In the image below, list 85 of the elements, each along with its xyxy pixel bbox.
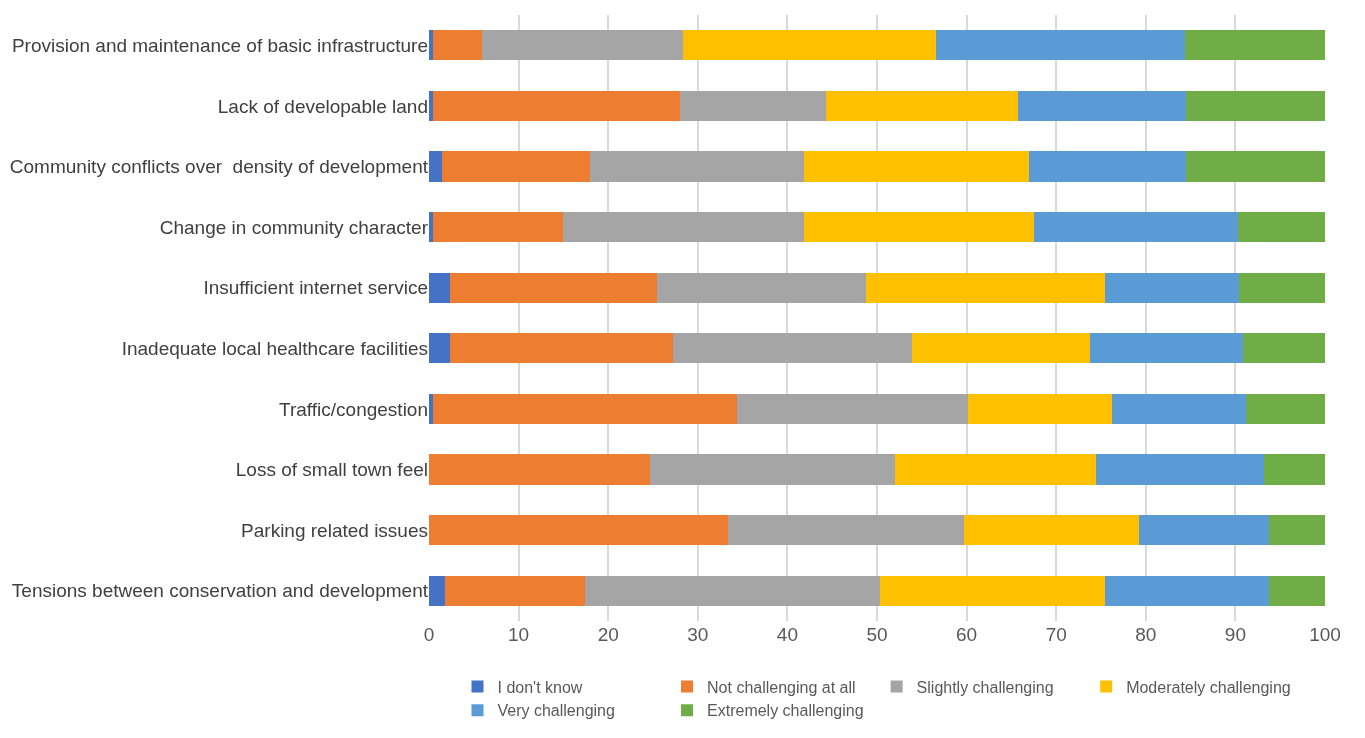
x-tick-label: 80: [1135, 624, 1157, 645]
bar: [682, 30, 937, 61]
bar: [866, 272, 1106, 303]
bar: [1111, 393, 1247, 425]
bar: [1186, 90, 1325, 122]
y-tick-label: Provision and maintenance of basic infrastructure: [11, 34, 428, 56]
legend-label: Not challenging at all: [707, 678, 856, 696]
bar: [429, 272, 450, 303]
bar: [911, 333, 1091, 364]
bar: [657, 272, 867, 303]
bar: [563, 211, 804, 243]
bar: [429, 333, 450, 364]
bar: [429, 211, 433, 243]
bar: [1017, 90, 1187, 122]
x-tick-label: 70: [1045, 624, 1067, 645]
bar: [441, 151, 591, 182]
bar: [679, 90, 826, 122]
x-tick-label: 40: [776, 624, 798, 645]
bar: [825, 90, 1018, 122]
x-tick-label: 10: [508, 624, 530, 645]
bar: [1238, 272, 1325, 303]
x-tick-label: 90: [1224, 624, 1246, 645]
bar: [1246, 393, 1325, 425]
x-tick-label: 30: [687, 624, 709, 645]
bar: [449, 272, 658, 303]
bar: [1090, 333, 1243, 364]
bar: [1105, 272, 1239, 303]
bar: [963, 514, 1139, 546]
bar: [1242, 333, 1325, 364]
x-tick-label: 60: [956, 624, 978, 645]
y-tick-label: Loss of small town feel: [235, 459, 428, 481]
bar: [445, 575, 585, 606]
bar: [1105, 575, 1270, 606]
bar: [584, 575, 880, 606]
x-tick-label: 0: [423, 624, 435, 645]
bar: [672, 333, 912, 364]
bar: [429, 151, 442, 182]
legend-label: Extremely challenging: [707, 702, 864, 720]
y-tick-label: Parking related issues: [241, 519, 428, 541]
bar: [1029, 151, 1187, 182]
x-tick-label: 20: [597, 624, 619, 645]
y-tick-label: Lack of developable land: [217, 95, 428, 117]
bar: [449, 333, 673, 364]
bar: [1269, 575, 1325, 606]
bar: [1138, 514, 1269, 546]
bar: [429, 30, 433, 61]
bar: [429, 514, 729, 546]
bar: [803, 151, 1030, 182]
bar: [481, 30, 683, 61]
bar: [737, 393, 969, 425]
bar: [432, 211, 564, 243]
bar: [1185, 30, 1325, 61]
x-tick-label: 100: [1309, 624, 1341, 645]
bar: [429, 454, 651, 485]
bar: [429, 575, 446, 606]
bar: [879, 575, 1106, 606]
legend-label: Slightly challenging: [916, 678, 1054, 696]
y-tick-label: Traffic/congestion: [279, 398, 428, 420]
bar: [803, 211, 1034, 243]
bar: [728, 514, 964, 546]
y-tick-label: Inadequate local healthcare facilities: [121, 337, 428, 359]
bar: [894, 454, 1096, 485]
bar: [432, 90, 680, 122]
bar: [1238, 211, 1325, 243]
bar: [1095, 454, 1265, 485]
bar: [1033, 211, 1239, 243]
bar: [936, 30, 1186, 61]
y-tick-label: Tensions between conservation and development: [11, 580, 429, 602]
y-tick-label: Change in community character: [159, 216, 429, 238]
bar: [432, 30, 482, 61]
legend-label: I don't know: [497, 678, 583, 696]
bar: [432, 393, 738, 425]
bar: [1186, 151, 1325, 182]
y-tick-label: Insufficient internet service: [203, 277, 428, 299]
bar: [429, 393, 433, 425]
bar: [650, 454, 895, 485]
bar: [1268, 514, 1325, 546]
legend-label: Very challenging: [497, 702, 615, 720]
bar: [1264, 454, 1325, 485]
legend-label: Moderately challenging: [1126, 678, 1291, 696]
bar: [590, 151, 804, 182]
bar: [429, 90, 433, 122]
y-tick-label: Community conflicts over density of development: [9, 156, 429, 178]
x-tick-label: 50: [866, 624, 888, 645]
bar: [968, 393, 1112, 425]
